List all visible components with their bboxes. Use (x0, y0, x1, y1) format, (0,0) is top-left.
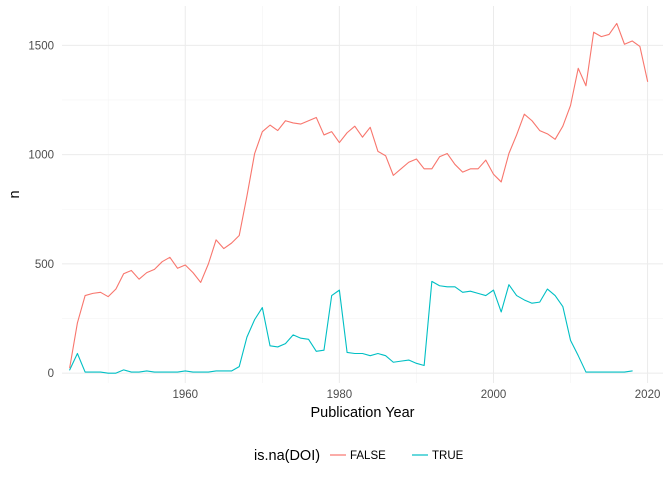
y-tick-label: 1500 (28, 40, 54, 52)
x-axis-tick-labels: 1960 1980 2000 2020 (172, 389, 660, 401)
x-tick-label: 2000 (481, 389, 507, 401)
legend-title: is.na(DOI) (254, 448, 320, 464)
y-axis-tick-labels: 0 500 1000 1500 (28, 40, 54, 380)
x-tick-label: 1980 (327, 389, 353, 401)
y-axis-title: n (7, 190, 23, 198)
y-tick-label: 1000 (28, 150, 54, 162)
y-tick-label: 0 (48, 368, 54, 380)
legend: is.na(DOI) FALSE TRUE (254, 448, 464, 464)
x-tick-label: 2020 (635, 389, 661, 401)
legend-label-true: TRUE (432, 450, 464, 462)
x-axis-title: Publication Year (311, 405, 415, 421)
series-lines (69, 22, 649, 374)
series-line-true (69, 280, 633, 374)
series-line-false (69, 22, 649, 369)
grid-lines (62, 6, 663, 383)
y-tick-label: 500 (35, 259, 54, 271)
x-tick-label: 1960 (172, 389, 198, 401)
legend-label-false: FALSE (350, 450, 386, 462)
